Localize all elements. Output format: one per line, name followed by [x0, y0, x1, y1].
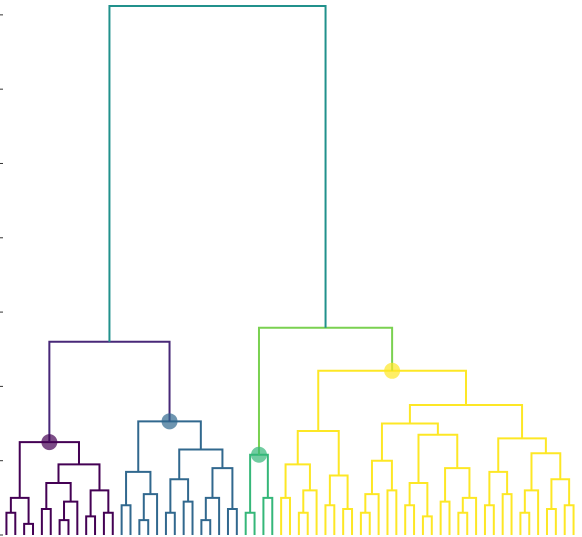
link: [328, 474, 349, 509]
link: [530, 452, 562, 491]
link: [58, 519, 70, 535]
link: [488, 470, 509, 506]
link: [142, 493, 159, 535]
link: [249, 453, 269, 513]
link: [85, 515, 97, 535]
link: [226, 507, 238, 535]
link: [296, 429, 340, 476]
link: [461, 496, 478, 535]
link: [302, 489, 318, 535]
link: [483, 504, 495, 535]
link: [545, 507, 557, 535]
link: [125, 470, 152, 506]
link: [164, 511, 176, 535]
link: [48, 340, 171, 443]
link: [342, 507, 354, 535]
link: [408, 403, 524, 439]
link: [439, 500, 451, 535]
link: [444, 467, 471, 502]
link: [421, 515, 433, 535]
link: [211, 467, 234, 509]
link: [386, 489, 398, 535]
link: [563, 504, 575, 535]
link: [23, 522, 35, 535]
link: [550, 478, 571, 509]
link: [457, 511, 469, 535]
link: [89, 489, 110, 517]
link: [297, 511, 309, 535]
link: [519, 511, 531, 535]
link: [280, 496, 291, 535]
link: [523, 489, 540, 535]
link: [182, 500, 194, 535]
link: [57, 463, 101, 491]
link: [63, 500, 79, 535]
link: [359, 511, 371, 535]
link: [200, 519, 212, 535]
link: [324, 504, 336, 535]
cluster-marker: [384, 362, 401, 379]
link: [169, 478, 190, 513]
link: [244, 511, 256, 535]
cluster-marker: [250, 446, 267, 463]
link: [45, 481, 72, 509]
link: [120, 504, 132, 535]
link: [497, 437, 547, 472]
link: [257, 326, 394, 455]
link: [284, 463, 311, 498]
link: [364, 493, 380, 535]
link: [5, 511, 17, 535]
link: [317, 369, 467, 431]
cluster-marker: [41, 434, 58, 451]
link: [370, 459, 393, 495]
link: [204, 496, 221, 535]
link: [138, 519, 150, 535]
link: [102, 511, 114, 535]
link: [9, 496, 30, 524]
link: [262, 496, 274, 535]
link: [404, 504, 416, 535]
link: [417, 433, 459, 483]
link: [108, 4, 327, 342]
link: [380, 422, 439, 461]
link: [501, 493, 513, 535]
cluster-marker: [161, 413, 178, 430]
link: [40, 507, 52, 535]
link: [178, 448, 224, 480]
link: [408, 481, 429, 517]
